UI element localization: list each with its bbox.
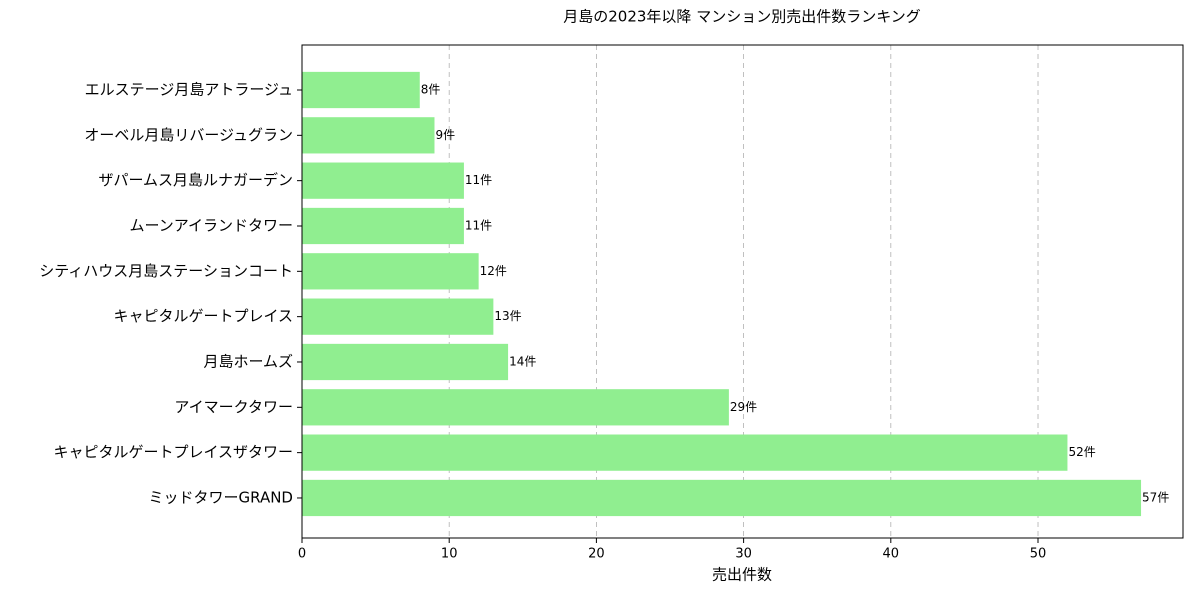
bar bbox=[302, 434, 1068, 471]
bar bbox=[302, 117, 435, 154]
y-tick-label: ザパームス月島ルナガーデン bbox=[98, 171, 293, 189]
y-tick-label: キャピタルゲートプレイスザタワー bbox=[53, 443, 293, 461]
value-label: 57件 bbox=[1142, 490, 1169, 504]
bar bbox=[302, 71, 420, 109]
chart-title: 月島の2023年以降 マンション別売出件数ランキング bbox=[563, 8, 921, 26]
value-label: 11件 bbox=[465, 218, 492, 232]
bar bbox=[302, 343, 509, 381]
value-label: 14件 bbox=[509, 354, 536, 368]
y-tick-label: 月島ホームズ bbox=[203, 352, 293, 370]
value-label: 8件 bbox=[421, 83, 441, 97]
x-tick-label: 40 bbox=[883, 547, 900, 562]
x-tick-label: 30 bbox=[735, 547, 752, 562]
bar bbox=[302, 298, 494, 335]
x-tick-label: 50 bbox=[1030, 547, 1047, 562]
x-tick-label: 20 bbox=[588, 547, 605, 562]
value-label: 9件 bbox=[435, 128, 455, 142]
bar bbox=[302, 479, 1142, 517]
y-tick-label: アイマークタワー bbox=[174, 398, 293, 416]
value-label: 11件 bbox=[465, 173, 492, 187]
bar bbox=[302, 253, 479, 290]
value-label: 29件 bbox=[730, 400, 757, 414]
value-label: 52件 bbox=[1068, 445, 1095, 459]
y-tick-label: ミッドタワーGRAND bbox=[149, 488, 293, 506]
plot-frame bbox=[301, 44, 1184, 539]
y-tick-label: オーベル月島リバージュグラン bbox=[84, 126, 293, 144]
y-tick-label: ムーンアイランドタワー bbox=[129, 216, 293, 234]
value-label: 13件 bbox=[494, 309, 521, 323]
value-label: 12件 bbox=[480, 264, 507, 278]
bar bbox=[302, 389, 729, 426]
x-axis-label: 売出件数 bbox=[712, 566, 772, 584]
y-tick-label: キャピタルゲートプレイス bbox=[113, 307, 293, 325]
x-tick-label: 0 bbox=[298, 547, 306, 562]
bar bbox=[302, 207, 464, 245]
bar bbox=[302, 162, 464, 199]
y-tick-label: シティハウス月島ステーションコート bbox=[39, 262, 293, 280]
x-tick-label: 10 bbox=[441, 547, 458, 562]
y-tick-label: エルステージ月島アトラージュ bbox=[85, 81, 293, 99]
